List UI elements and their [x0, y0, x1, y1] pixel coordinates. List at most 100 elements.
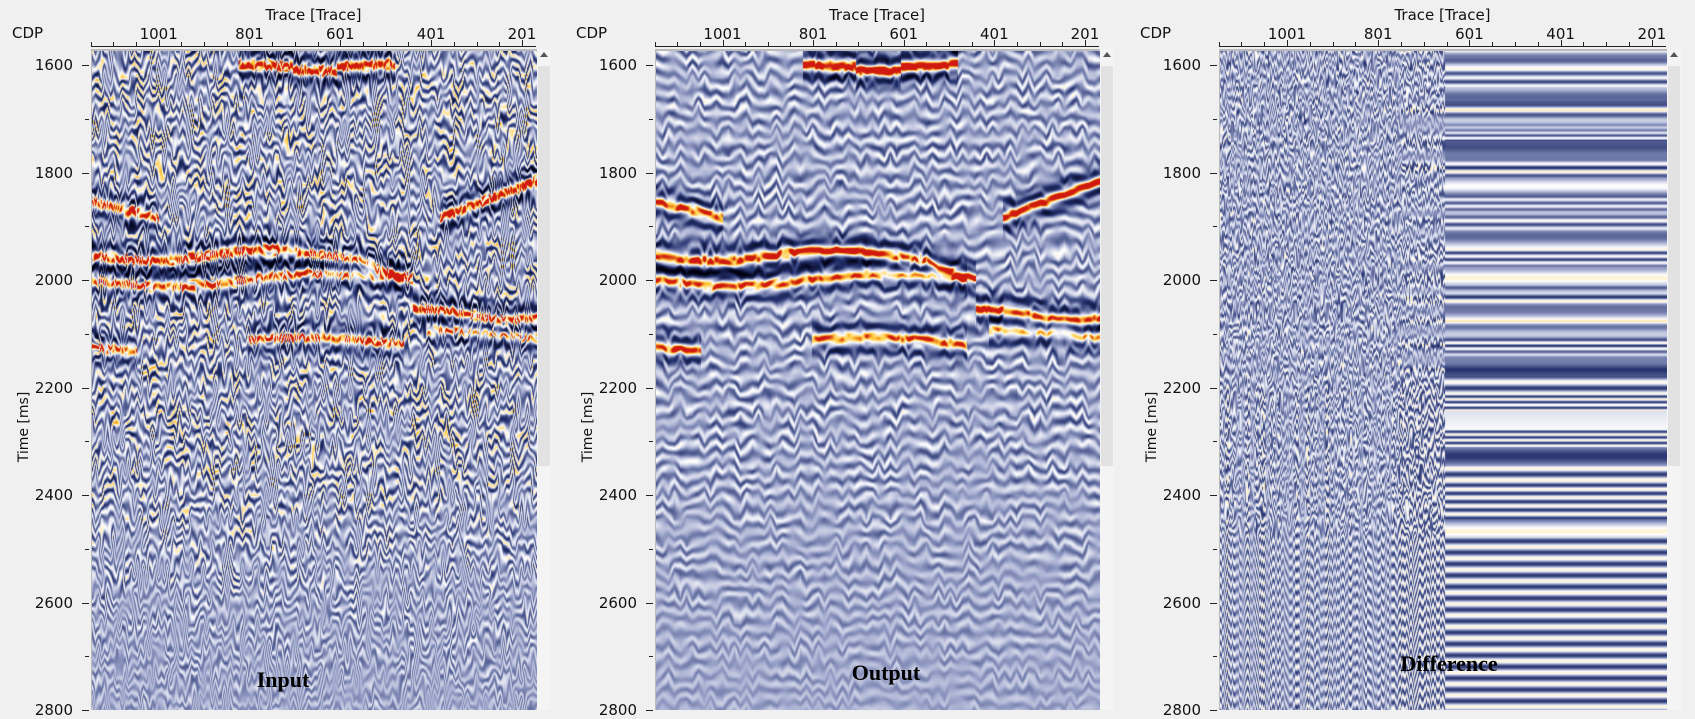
- y-tick-label: 2200: [34, 378, 73, 397]
- y-major-tick: [1210, 387, 1217, 389]
- y-major-tick: [646, 172, 653, 174]
- x-tick-label: 401: [1546, 25, 1575, 43]
- x-axis-key-label: CDP: [1140, 24, 1172, 42]
- x-minor-tick: [272, 42, 274, 46]
- scrollbar-thumb[interactable]: [538, 66, 550, 466]
- x-axis-line: [1219, 46, 1666, 47]
- y-minor-tick: [1213, 226, 1217, 228]
- x-minor-tick: [1309, 42, 1311, 46]
- scroll-up-arrow-icon[interactable]: [1103, 52, 1111, 57]
- vertical-scrollbar[interactable]: [537, 49, 551, 710]
- x-minor-tick: [408, 42, 410, 46]
- x-minor-tick: [1039, 42, 1041, 46]
- y-major-tick: [1210, 602, 1217, 604]
- x-minor-tick: [135, 42, 137, 46]
- y-tick-label: 2600: [1162, 593, 1201, 612]
- x-minor-tick: [994, 40, 996, 46]
- x-minor-tick: [1062, 42, 1064, 46]
- x-tick-label: 201: [507, 25, 537, 43]
- y-minor-tick: [649, 226, 653, 228]
- seismic-plot-input[interactable]: [91, 49, 537, 710]
- x-minor-tick: [1355, 42, 1357, 46]
- y-minor-tick: [1213, 656, 1217, 658]
- y-minor-tick: [85, 226, 89, 228]
- x-minor-tick: [226, 42, 228, 46]
- x-minor-tick: [767, 42, 769, 46]
- y-minor-tick: [649, 333, 653, 335]
- x-tick-label: 601: [1455, 25, 1484, 43]
- y-major-tick: [82, 280, 89, 282]
- x-minor-tick: [204, 42, 206, 46]
- y-tick-label: 1800: [598, 163, 637, 182]
- x-minor-tick: [1537, 42, 1539, 46]
- x-minor-tick: [362, 42, 364, 46]
- seismic-section-canvas[interactable]: [1220, 51, 1667, 710]
- x-minor-tick: [1286, 40, 1288, 46]
- x-tick-label: 1001: [1267, 25, 1307, 43]
- seismic-plot-difference[interactable]: [1219, 49, 1667, 710]
- seismic-section-canvas[interactable]: [656, 51, 1100, 710]
- x-minor-tick: [813, 40, 815, 46]
- y-minor-tick: [1213, 118, 1217, 120]
- x-tick-label: 801: [798, 25, 828, 43]
- x-minor-tick: [1218, 42, 1220, 46]
- y-minor-tick: [1213, 548, 1217, 550]
- x-minor-tick: [745, 42, 747, 46]
- scroll-up-arrow-icon[interactable]: [540, 52, 548, 57]
- y-major-tick: [646, 710, 653, 711]
- x-minor-tick: [654, 42, 656, 46]
- x-tick-label: 201: [1637, 25, 1667, 43]
- x-minor-tick: [1515, 42, 1517, 46]
- scrollbar-thumb[interactable]: [1668, 66, 1680, 466]
- y-minor-tick: [1213, 441, 1217, 443]
- y-tick-label: 1600: [1162, 56, 1201, 75]
- x-minor-tick: [1606, 42, 1608, 46]
- y-tick-label: 2400: [1162, 486, 1201, 505]
- y-tick-label: 2000: [34, 271, 73, 290]
- y-major-tick: [82, 602, 89, 604]
- y-tick-label: 2200: [598, 378, 637, 397]
- y-tick-label: 1800: [34, 163, 73, 182]
- x-minor-tick: [1492, 42, 1494, 46]
- y-tick-label: 2800: [1162, 701, 1201, 719]
- y-minor-tick: [85, 656, 89, 658]
- y-major-tick: [1210, 65, 1217, 67]
- y-minor-tick: [649, 656, 653, 658]
- x-tick-label: 401: [980, 25, 1009, 43]
- x-axis-line: [91, 46, 536, 47]
- x-minor-tick: [1016, 42, 1018, 46]
- y-tick-label: 2400: [34, 486, 73, 505]
- scroll-up-arrow-icon[interactable]: [1670, 52, 1678, 57]
- x-minor-tick: [699, 42, 701, 46]
- x-minor-tick: [1423, 42, 1425, 46]
- x-minor-tick: [249, 40, 251, 46]
- x-minor-tick: [521, 40, 523, 46]
- y-minor-tick: [85, 548, 89, 550]
- x-tick-label: 1001: [139, 25, 178, 43]
- x-minor-tick: [1084, 40, 1086, 46]
- y-major-tick: [646, 602, 653, 604]
- x-minor-tick: [790, 42, 792, 46]
- x-minor-tick: [476, 42, 478, 46]
- x-minor-tick: [113, 42, 115, 46]
- x-minor-tick: [1629, 42, 1631, 46]
- y-major-tick: [646, 387, 653, 389]
- vertical-scrollbar[interactable]: [1100, 49, 1114, 710]
- scrollbar-thumb[interactable]: [1101, 66, 1113, 466]
- vertical-scrollbar[interactable]: [1667, 49, 1681, 710]
- x-minor-tick: [858, 42, 860, 46]
- x-minor-tick: [499, 42, 501, 46]
- x-minor-tick: [1651, 40, 1653, 46]
- x-axis-title: Trace [Trace]: [1394, 6, 1491, 24]
- x-minor-tick: [431, 40, 433, 46]
- x-minor-tick: [1560, 40, 1562, 46]
- seismic-section-canvas[interactable]: [92, 51, 537, 710]
- y-major-tick: [82, 495, 89, 497]
- y-major-tick: [646, 495, 653, 497]
- seismic-plot-output[interactable]: [655, 49, 1100, 710]
- y-major-tick: [1210, 495, 1217, 497]
- y-major-tick: [1210, 172, 1217, 174]
- x-tick-label: 801: [235, 25, 264, 43]
- y-tick-label: 2000: [1162, 271, 1201, 290]
